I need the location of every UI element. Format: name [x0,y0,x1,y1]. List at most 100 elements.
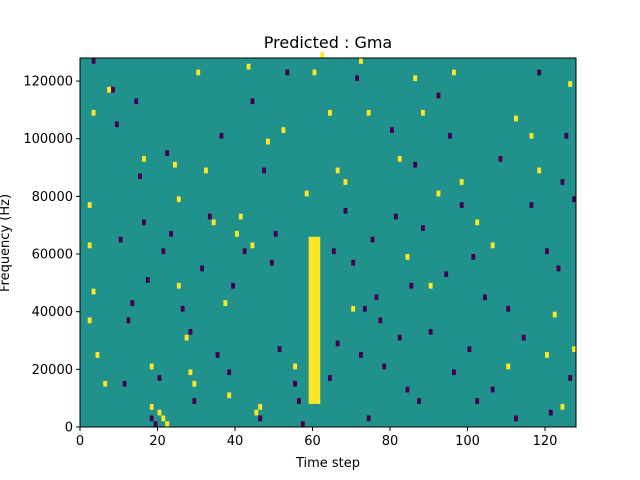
heatmap-cell-high [161,415,166,422]
y-tick-label: 40000 [32,305,73,320]
heatmap-cell-low [331,248,336,255]
heatmap-cell-low [382,363,387,370]
y-tick-label: 120000 [23,75,73,90]
heatmap-cell-high [312,69,317,76]
heatmap-cell-high [223,300,228,306]
x-tick-label: 80 [382,434,399,449]
heatmap-cell-low [560,179,565,185]
heatmap-cell-low [165,150,170,157]
heatmap-cell-high [204,167,208,174]
heatmap-cell-high [293,363,298,370]
heatmap-cell-low [459,202,464,208]
heatmap-cell-low [145,277,150,283]
heatmap-cell-low [142,219,146,226]
heatmap-cell-high [545,352,549,358]
heatmap-cell-high [572,346,577,353]
heatmap-cell-high [490,242,495,249]
heatmap-cell-high [196,69,201,76]
heatmap-cell-high [176,282,181,289]
heatmap-cell-low [514,415,518,422]
heatmap-cell-high [87,242,92,249]
heatmap-cells [87,52,577,427]
heatmap-cell-low [111,86,115,93]
heatmap-cell-high [343,179,348,185]
heatmap-cell-low [548,409,553,416]
heatmap-cell-low [161,248,166,255]
heatmap-cell-low [126,317,131,324]
x-tick-label: 20 [149,434,166,449]
heatmap-cell-low [421,225,425,231]
heatmap-cell-high [328,109,332,116]
heatmap-cell-high [250,242,255,249]
heatmap-cell-low [138,173,143,180]
heatmap-cell-low [483,294,487,301]
heatmap-cell-low [227,369,232,376]
heatmap-column-high [308,236,313,404]
heatmap-cell-high [537,167,542,174]
heatmap-cell-high [320,52,325,58]
y-tick-label: 80000 [32,190,73,205]
heatmap-cell-high [188,369,193,376]
x-tick-label: 120 [533,434,558,449]
heatmap-cell-high [506,363,511,370]
heatmap-cell-low [366,415,371,422]
heatmap-column-high [316,236,321,404]
heatmap-cell-low [568,375,573,381]
heatmap-cell-low [293,380,298,387]
heatmap-cell-low [521,334,526,341]
heatmap-cell-high [405,254,410,260]
heatmap-cell-high [552,311,557,318]
heatmap-cell-low [405,386,410,393]
heatmap-cell-high [514,115,518,122]
x-axis: 0 20 40 60 80 100 120 [76,427,558,449]
heatmap-cell-high [173,161,177,168]
heatmap-cell-low [417,398,422,404]
heatmap-cell-low [207,213,212,220]
heatmap-cell-low [269,259,274,266]
heatmap-cell-low [428,328,433,335]
heatmap-cell-low [130,300,135,306]
heatmap-cell-high [421,109,425,116]
heatmap-cell-high [428,282,433,289]
heatmap-cell-low [277,346,282,353]
heatmap-cell-low [529,202,534,208]
heatmap-cell-low [231,282,236,289]
heatmap-cell-low [122,380,127,387]
x-axis-label: Time step [295,456,360,471]
heatmap-cell-low [556,265,561,272]
heatmap-cell-low [219,132,224,139]
heatmap-cell-high [157,409,162,416]
heatmap-cell-high [142,156,146,162]
heatmap-cell-high [359,58,363,64]
heatmap-cell-high [227,392,232,399]
heatmap-cell-low [180,305,185,312]
heatmap-cell-low [359,352,363,358]
plot-area [79,52,577,428]
heatmap-cell-low [297,398,301,404]
heatmap-cell-low [436,92,441,99]
heatmap-cell-high [91,109,96,116]
heatmap-cell-low [351,259,356,266]
heatmap-column-high [312,236,317,404]
heatmap-cell-high [258,403,263,410]
heatmap-cell-low [444,271,449,278]
heatmap-cell-low [134,98,139,105]
heatmap-cell-low [564,132,569,139]
heatmap-cell-low [215,352,220,358]
y-axis: 0 20000 40000 60000 80000 100000 120000 [23,75,80,436]
heatmap-cell-low [362,305,367,312]
heatmap-cell-high [351,305,356,312]
heatmap-cell-low [471,254,476,260]
heatmap-cell-low [545,248,549,255]
heatmap-cell-low [192,398,197,404]
heatmap-cell-low [355,75,360,82]
heatmap-cell-high [87,317,92,324]
heatmap-cell-high [281,127,286,133]
heatmap-cell-low [370,236,375,243]
heatmap-cell-high [452,69,456,76]
heatmap-cell-low [448,132,453,139]
heatmap-cell-high [529,132,534,139]
heatmap-cell-low [393,213,398,220]
heatmap-cell-high [397,156,402,162]
